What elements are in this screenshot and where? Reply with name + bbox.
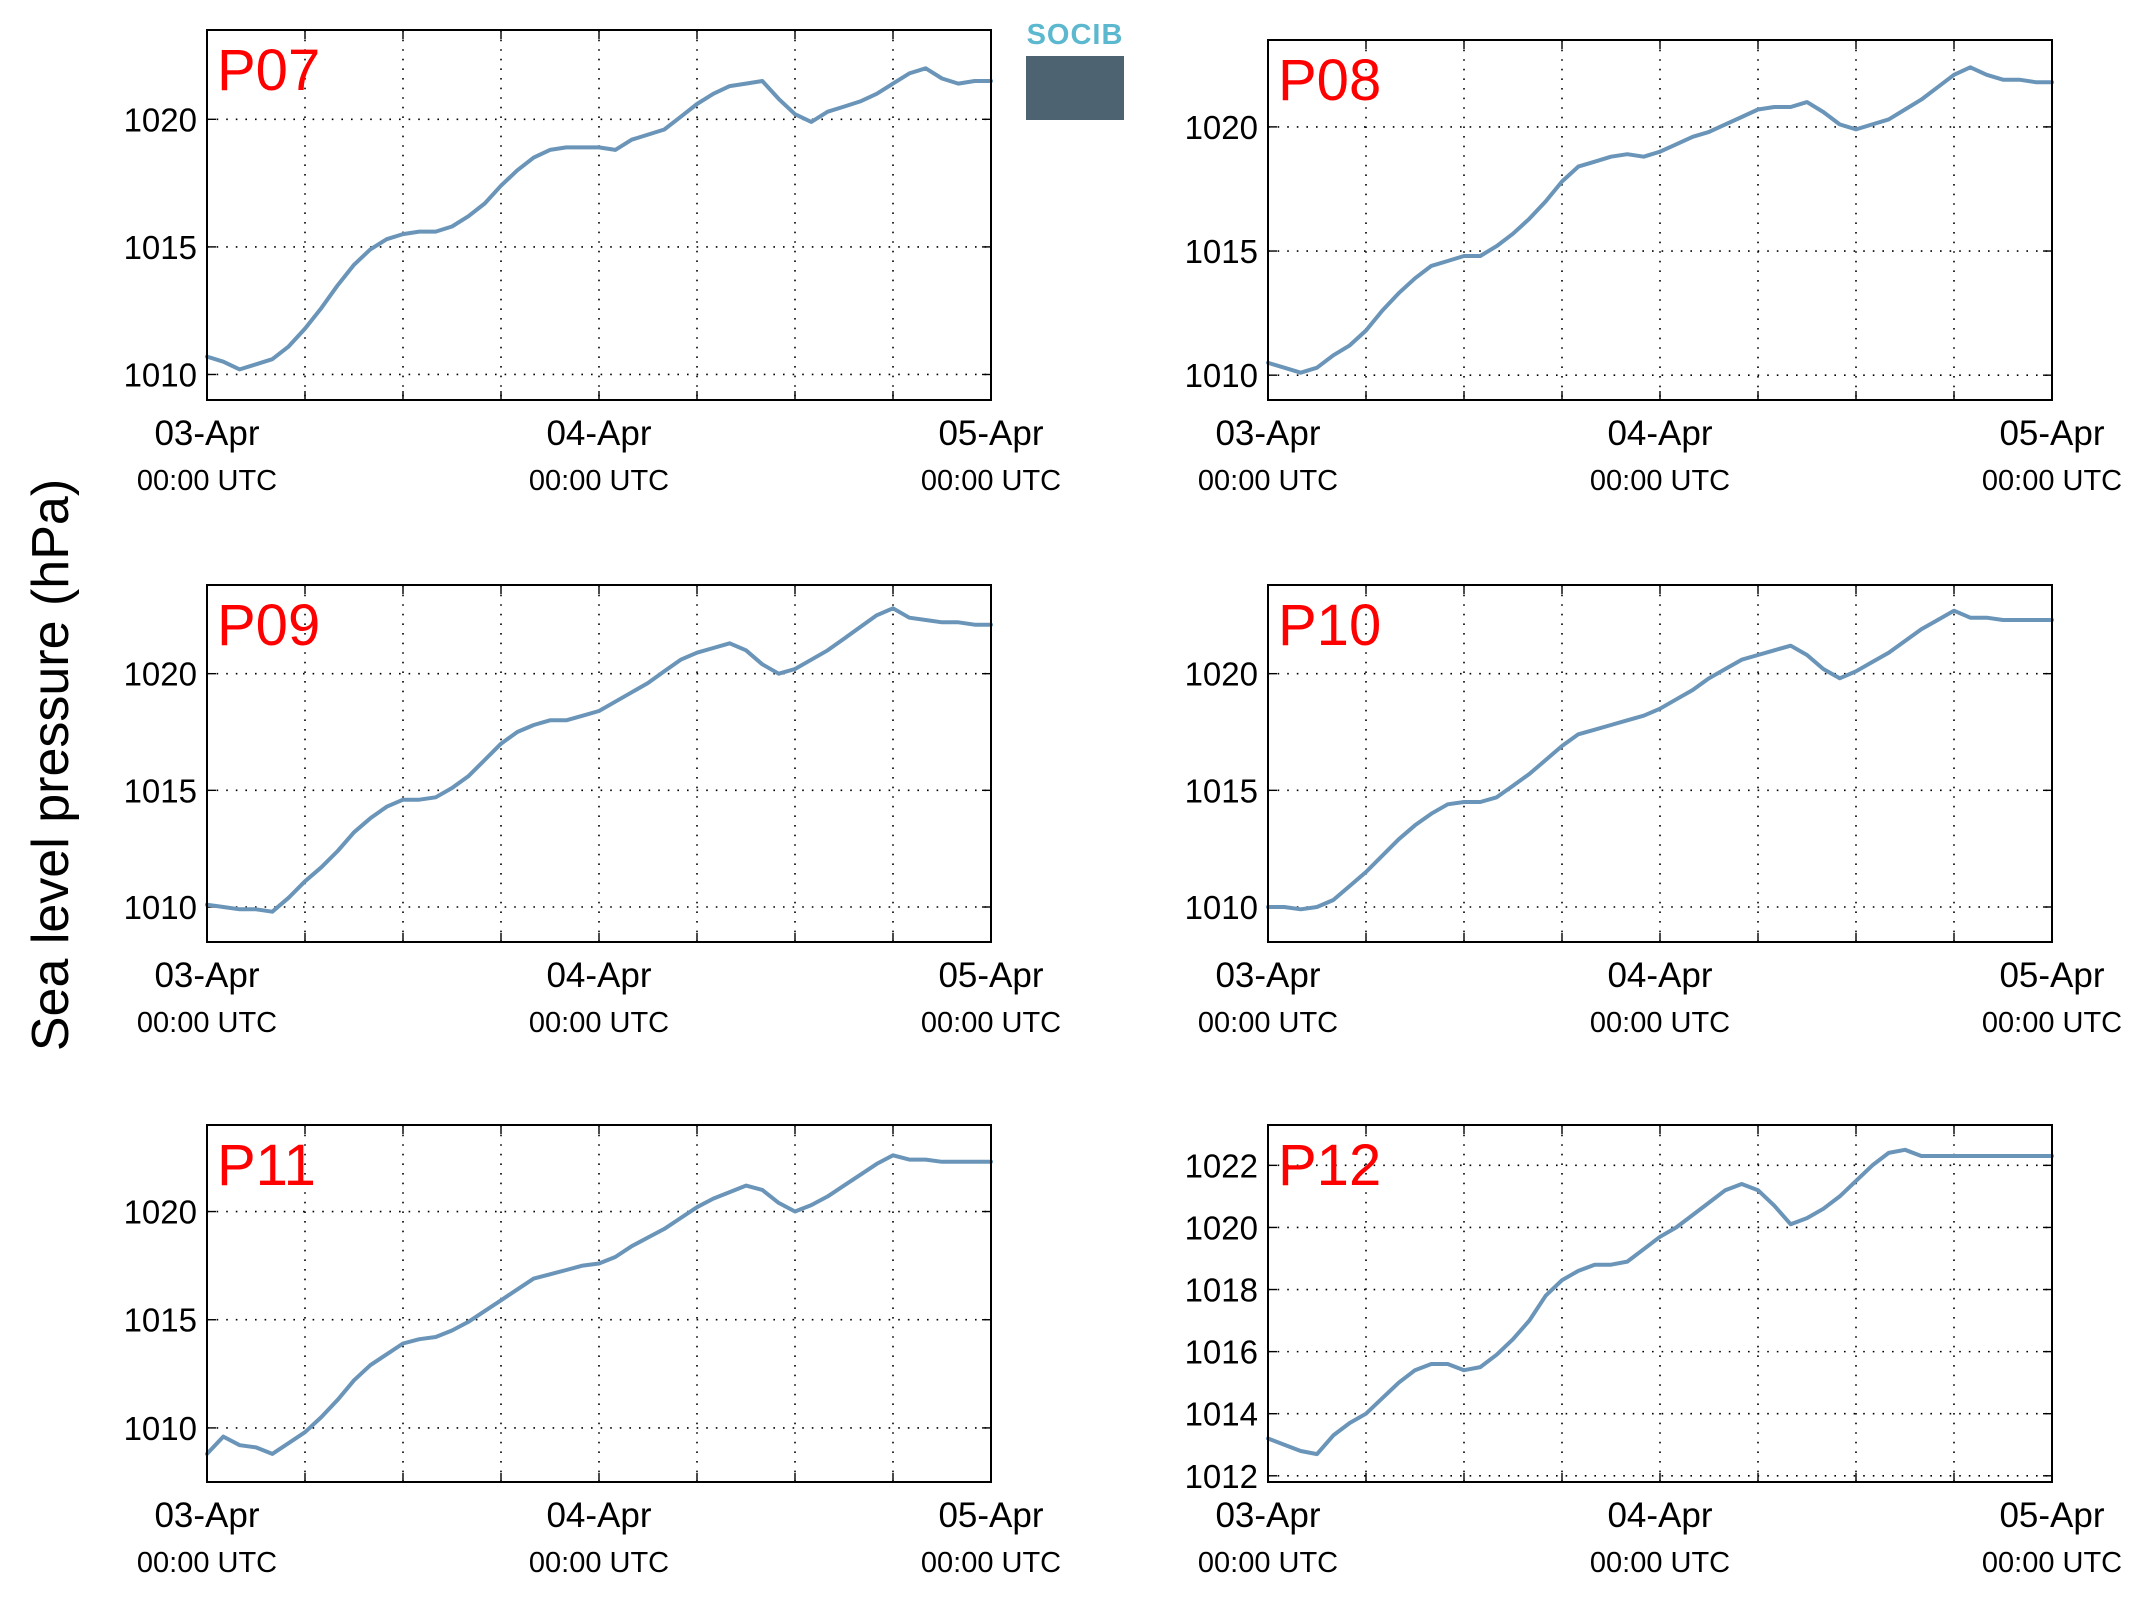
x-tick-label-time: 00:00 UTC (529, 465, 669, 497)
y-tick-label: 1015 (124, 229, 197, 266)
x-tick-label-date: 04-Apr (1607, 1496, 1712, 1535)
chart-panel-p12: 1012 1014 1016 1018 1020 1022 03-Apr 00:00 UTC 0… (1185, 1124, 2122, 1579)
series-line (1266, 65, 2054, 375)
x-tick-label-date: 05-Apr (938, 414, 1043, 453)
plot-area (1268, 1125, 2052, 1482)
chart-panel-p11: 1010 1015 1020 03-Apr 00:00 UTC 04-Apr 00:00 U… (124, 1124, 1061, 1579)
x-tick-label-date: 05-Apr (938, 956, 1043, 995)
y-tick-label: 1020 (1185, 656, 1258, 693)
x-tick-label-time: 00:00 UTC (137, 1547, 277, 1579)
x-tick-label-time: 00:00 UTC (921, 465, 1061, 497)
x-tick-label-time: 00:00 UTC (1982, 1007, 2122, 1039)
x-tick-label-date: 05-Apr (1999, 414, 2104, 453)
x-tick-label-date: 05-Apr (1999, 956, 2104, 995)
x-tick-label-time: 00:00 UTC (921, 1007, 1061, 1039)
series-line (1266, 608, 2054, 912)
x-tick-label-date: 05-Apr (938, 1496, 1043, 1535)
x-tick-label-time: 00:00 UTC (1982, 1547, 2122, 1579)
y-axis-label: Sea level pressure (hPa) (22, 479, 80, 1051)
plot-area (207, 585, 991, 942)
x-tick-label-date: 04-Apr (1607, 414, 1712, 453)
socib-logo: SOCIB (1026, 19, 1124, 120)
y-tick-label: 1018 (1185, 1272, 1258, 1309)
plot-area (1268, 40, 2052, 400)
series-line (1266, 1147, 2054, 1457)
plot-area (207, 1125, 991, 1482)
axes-frame (1267, 584, 2053, 943)
x-tick-label-time: 00:00 UTC (1982, 465, 2122, 497)
socib-logo-block (1026, 56, 1124, 120)
x-tick-label-time: 00:00 UTC (921, 1547, 1061, 1579)
chart-panel-p08: 1010 1015 1020 03-Apr 00:00 UTC 04-Apr 00:00 U… (1185, 39, 2122, 497)
chart-panel-p07: 1010 1015 1020 03-Apr 00:00 UTC 04-Apr 00:00 U… (124, 29, 1061, 497)
y-tick-label: 1015 (1185, 233, 1258, 270)
series-line (205, 606, 993, 914)
plot-area (1268, 585, 2052, 942)
axes-frame (206, 584, 992, 943)
y-tick-label: 1016 (1185, 1334, 1258, 1371)
x-tick-label-time: 00:00 UTC (529, 1007, 669, 1039)
x-tick-label-date: 03-Apr (154, 414, 259, 453)
y-tick-label: 1015 (124, 772, 197, 809)
panel-title: P10 (1278, 593, 1381, 658)
series-line (205, 66, 993, 372)
x-tick-label-time: 00:00 UTC (1198, 1007, 1338, 1039)
y-tick-label: 1010 (124, 889, 197, 926)
y-tick-label: 1010 (1185, 357, 1258, 394)
y-tick-label: 1020 (1185, 109, 1258, 146)
axes-frame (1267, 1124, 2053, 1483)
x-tick-label-time: 00:00 UTC (1198, 1547, 1338, 1579)
x-tick-label-time: 00:00 UTC (137, 1007, 277, 1039)
series-line (205, 1153, 993, 1456)
x-tick-label-date: 05-Apr (1999, 1496, 2104, 1535)
x-tick-label-date: 04-Apr (546, 956, 651, 995)
axes-frame (206, 1124, 992, 1483)
chart-panel-p09: 1010 1015 1020 03-Apr 00:00 UTC 04-Apr 00:00 U… (124, 584, 1061, 1039)
x-tick-label-time: 00:00 UTC (1590, 1007, 1730, 1039)
panel-title: P12 (1278, 1133, 1381, 1198)
y-tick-label: 1020 (124, 1194, 197, 1231)
y-tick-label: 1012 (1185, 1458, 1258, 1495)
x-tick-label-date: 04-Apr (1607, 956, 1712, 995)
x-tick-label-date: 03-Apr (1215, 414, 1320, 453)
plot-area (207, 30, 991, 400)
x-tick-label-date: 03-Apr (154, 956, 259, 995)
y-tick-label: 1022 (1185, 1147, 1258, 1184)
chart-panel-p10: 1010 1015 1020 03-Apr 00:00 UTC 04-Apr 00:00 U… (1185, 584, 2122, 1039)
panel-title: P08 (1278, 48, 1381, 113)
y-tick-label: 1020 (124, 101, 197, 138)
y-tick-label: 1010 (124, 1410, 197, 1447)
y-tick-label: 1015 (124, 1302, 197, 1339)
axes-frame (1267, 39, 2053, 401)
panels: 1010 1015 1020 03-Apr 00:00 UTC 04-Apr 00:00 U… (124, 29, 2122, 1579)
x-tick-label-date: 04-Apr (546, 414, 651, 453)
y-tick-label: 1010 (124, 356, 197, 393)
x-tick-label-time: 00:00 UTC (1590, 1547, 1730, 1579)
x-tick-label-date: 03-Apr (1215, 1496, 1320, 1535)
y-tick-label: 1020 (1185, 1209, 1258, 1246)
y-tick-label: 1014 (1185, 1396, 1258, 1433)
x-tick-label-time: 00:00 UTC (1590, 465, 1730, 497)
x-tick-label-time: 00:00 UTC (137, 465, 277, 497)
x-tick-label-time: 00:00 UTC (529, 1547, 669, 1579)
panel-title: P11 (217, 1133, 316, 1198)
axes-frame (206, 29, 992, 401)
y-tick-label: 1010 (1185, 889, 1258, 926)
panel-title: P09 (217, 593, 320, 658)
y-tick-label: 1015 (1185, 772, 1258, 809)
socib-logo-text: SOCIB (1027, 19, 1124, 51)
x-tick-label-time: 00:00 UTC (1198, 465, 1338, 497)
panel-title: P07 (217, 38, 320, 103)
y-tick-label: 1020 (124, 656, 197, 693)
x-tick-label-date: 03-Apr (154, 1496, 259, 1535)
x-tick-label-date: 03-Apr (1215, 956, 1320, 995)
x-tick-label-date: 04-Apr (546, 1496, 651, 1535)
